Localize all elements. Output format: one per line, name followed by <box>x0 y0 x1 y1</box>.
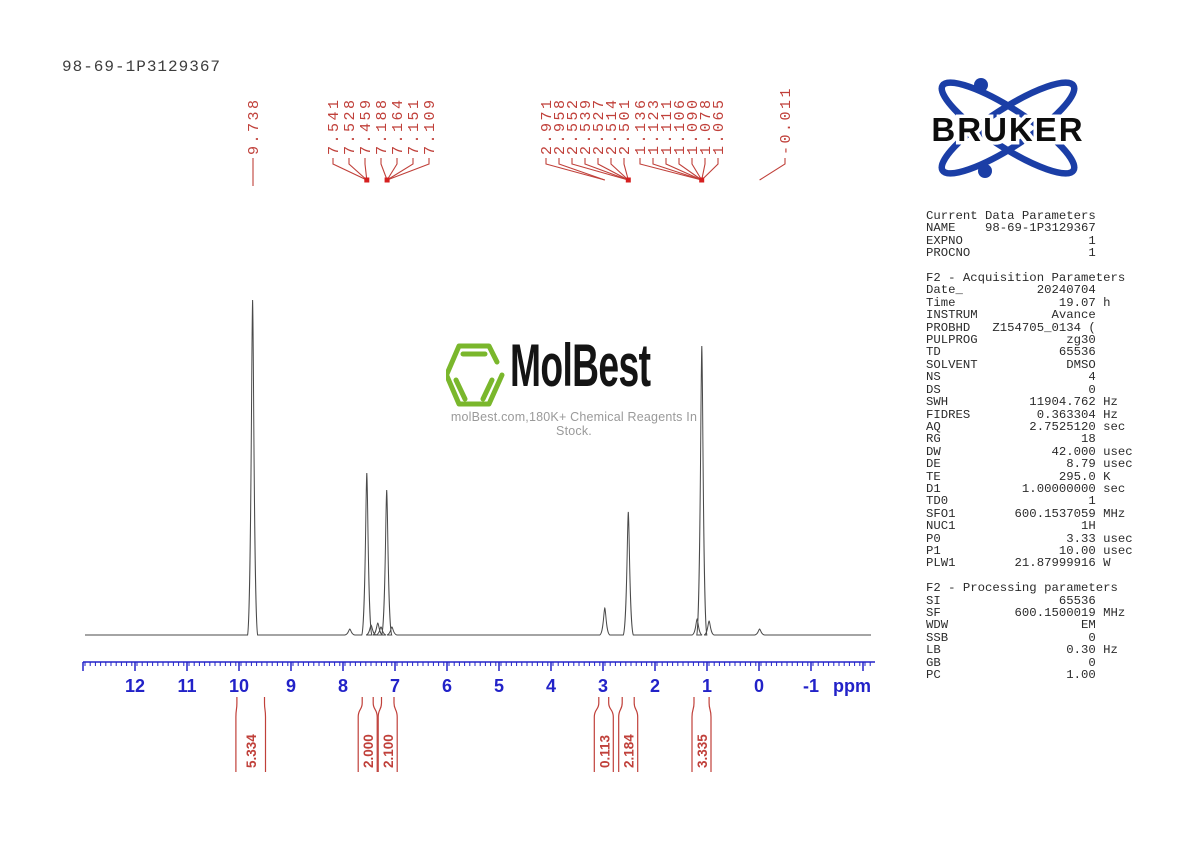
peak-shift-value: 2.958 <box>552 97 569 155</box>
svg-text:-1: -1 <box>803 676 819 696</box>
integral-value: 2.184 <box>622 734 637 768</box>
integral-value: 0.113 <box>597 734 612 768</box>
integral-value: 2.000 <box>361 734 376 768</box>
svg-text:8: 8 <box>338 676 348 696</box>
integral-brackets: 5.334 2.000 2.100 0.113 2.184 3.335 <box>235 697 712 772</box>
peak-shift-value: 7.109 <box>422 97 439 155</box>
peak-shift-value: 7.528 <box>342 97 359 155</box>
svg-text:0: 0 <box>754 676 764 696</box>
peak-marker-square <box>699 177 705 183</box>
benzene-hexagon-icon <box>446 343 505 407</box>
svg-text:9: 9 <box>286 676 296 696</box>
peak-shift-value: 7.459 <box>358 97 375 155</box>
peak-marker-square <box>364 177 370 183</box>
svg-text:12: 12 <box>125 676 145 696</box>
sample-id-title: 98-69-1P3129367 <box>62 58 222 76</box>
nmr-trace <box>85 299 871 636</box>
peak-shift-value: 1.111 <box>659 97 676 155</box>
peak-shift-value: 9.738 <box>246 97 263 155</box>
peak-shift-value: 7.541 <box>326 97 343 155</box>
peak-shift-value: 1.106 <box>672 97 689 155</box>
x-axis-tick-labels: 12 11 10 9 8 7 6 5 4 3 2 1 0 -1 ppm <box>125 676 871 696</box>
svg-text:1: 1 <box>702 676 712 696</box>
x-axis-unit-label: ppm <box>833 676 871 696</box>
svg-text:2: 2 <box>650 676 660 696</box>
peak-shift-value: 2.552 <box>565 97 582 155</box>
x-axis <box>82 661 875 671</box>
peak-shift-value: 7.151 <box>406 97 423 155</box>
peak-shift-value: 1.136 <box>633 97 650 155</box>
svg-text:11: 11 <box>177 676 196 696</box>
integral-value: 5.334 <box>244 734 259 768</box>
integral-value: 3.335 <box>695 734 710 768</box>
svg-text:3: 3 <box>598 676 608 696</box>
bruker-logo: BRUKER <box>915 68 1105 190</box>
svg-text:4: 4 <box>546 676 556 696</box>
peak-shift-value: 1.078 <box>698 97 715 155</box>
peak-shift-value: 7.164 <box>390 97 407 155</box>
peak-shift-value: 1.090 <box>685 97 702 155</box>
peak-shift-value: 1.123 <box>646 97 663 155</box>
peak-shift-value: -0.011 <box>778 86 795 155</box>
watermark-tagline: molBest.com,180K+ Chemical Reagents In S… <box>450 410 698 438</box>
parameters-panel: Current Data Parameters NAME 98-69-1P312… <box>926 209 1133 683</box>
watermark-logo: MolBest <box>446 336 736 414</box>
svg-text:6: 6 <box>442 676 452 696</box>
peak-shift-value: 2.539 <box>578 97 595 155</box>
svg-text:5: 5 <box>494 676 504 696</box>
svg-text:10: 10 <box>229 676 249 696</box>
bruker-wordmark: BRUKER <box>931 111 1084 148</box>
peak-shift-value: 2.501 <box>617 97 634 155</box>
integral-value: 2.100 <box>381 734 396 768</box>
peak-marker-square <box>625 177 631 183</box>
peak-shift-value: 1.065 <box>711 97 728 155</box>
peak-shift-value: 2.514 <box>604 97 621 155</box>
peak-shift-value: 2.971 <box>539 97 556 155</box>
peak-shift-value: 2.527 <box>591 97 608 155</box>
peak-shift-labels: 9.738 7.541 7.528 7.459 7.188 7.164 7.151 7.109… <box>246 86 795 186</box>
peak-marker-square <box>384 177 390 183</box>
svg-text:7: 7 <box>390 676 400 696</box>
watermark-brand-text: MolBest <box>510 332 651 399</box>
peak-shift-value: 7.188 <box>374 97 391 155</box>
bruker-ellipses-icon: BRUKER <box>928 78 1086 178</box>
